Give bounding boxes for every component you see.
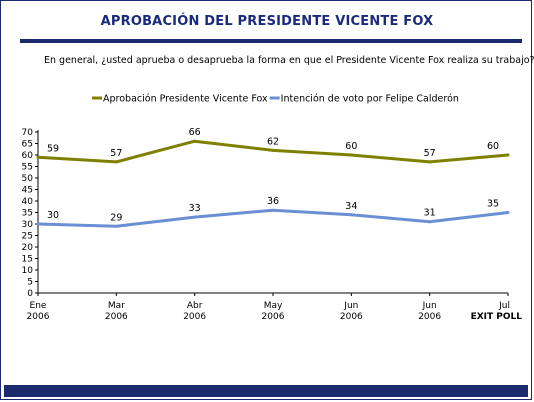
x-tick-label-line2: 2006 [262, 312, 285, 322]
data-point-1 [506, 211, 510, 214]
data-point-0 [36, 155, 40, 159]
y-tick-label: 30 [22, 220, 34, 230]
y-tick-label: 45 [22, 186, 33, 196]
y-tick-label: 20 [22, 243, 34, 253]
data-point-0 [349, 153, 353, 157]
data-label-1: 31 [424, 208, 436, 219]
data-point-0 [114, 160, 118, 164]
x-tick-label-line2: 2006 [105, 312, 128, 322]
data-point-1 [349, 213, 353, 217]
legend-label-1: Intención de voto por Felipe Calderón [281, 94, 459, 105]
y-tick-label: 15 [22, 255, 33, 265]
x-tick-label-line2: 2006 [340, 312, 363, 322]
data-label-1: 29 [110, 212, 122, 223]
data-label-0: 66 [189, 127, 201, 138]
x-tick-label-line2: 2006 [183, 312, 206, 322]
data-label-1: 30 [47, 210, 59, 221]
x-tick-label: Mar [108, 301, 125, 311]
series-line-1 [37, 208, 509, 228]
data-point-0 [506, 153, 510, 157]
data-point-1 [428, 220, 432, 224]
x-tick-label-line2: 2006 [418, 312, 441, 322]
x-tick-label: May [264, 301, 283, 311]
y-tick-label: 55 [22, 163, 33, 173]
chart-title: APROBACIÓN DEL PRESIDENTE VICENTE FOX [100, 14, 434, 29]
data-label-0: 60 [487, 141, 499, 152]
data-point-0 [428, 160, 432, 164]
data-label-0: 57 [424, 148, 436, 159]
x-tick-label: Jul [498, 301, 510, 311]
title-divider [20, 39, 522, 43]
legend-label-0: Aprobación Presidente Vicente Fox [103, 94, 268, 105]
y-tick-label: 25 [22, 232, 33, 242]
data-label-1: 34 [345, 201, 357, 212]
x-tick-label: Jun [422, 301, 437, 311]
x-tick-label: Jun [343, 301, 358, 311]
x-tick-label: Ene [30, 301, 47, 311]
chart-question: En general, ¿usted aprueba o desaprueba … [44, 55, 534, 66]
data-point-1 [193, 215, 197, 219]
data-point-1 [36, 222, 40, 226]
data-label-1: 35 [487, 199, 499, 210]
y-tick-label: 35 [22, 209, 33, 219]
data-label-0: 62 [267, 136, 279, 147]
data-label-1: 36 [267, 196, 279, 207]
data-point-0 [271, 148, 275, 152]
data-point-1 [271, 208, 275, 212]
x-tick-label-line2: 2006 [27, 312, 50, 322]
x-tick-label-line2: EXIT POLL [471, 312, 523, 322]
data-label-0: 60 [345, 141, 357, 152]
footer-bar [4, 385, 528, 397]
data-point-1 [114, 224, 118, 228]
data-point-0 [193, 139, 197, 143]
data-label-0: 57 [110, 148, 122, 159]
data-label-0: 59 [47, 143, 59, 154]
y-tick-label: 10 [22, 266, 34, 276]
y-tick-label: 50 [22, 174, 34, 184]
y-tick-label: 40 [22, 197, 34, 207]
data-label-1: 33 [189, 203, 201, 214]
y-tick-label: 70 [22, 128, 34, 138]
y-tick-label: 5 [27, 278, 33, 288]
y-tick-label: 60 [22, 151, 34, 161]
x-tick-label: Abr [187, 301, 203, 311]
y-tick-label: 65 [22, 140, 33, 150]
y-tick-label: 0 [27, 289, 33, 299]
